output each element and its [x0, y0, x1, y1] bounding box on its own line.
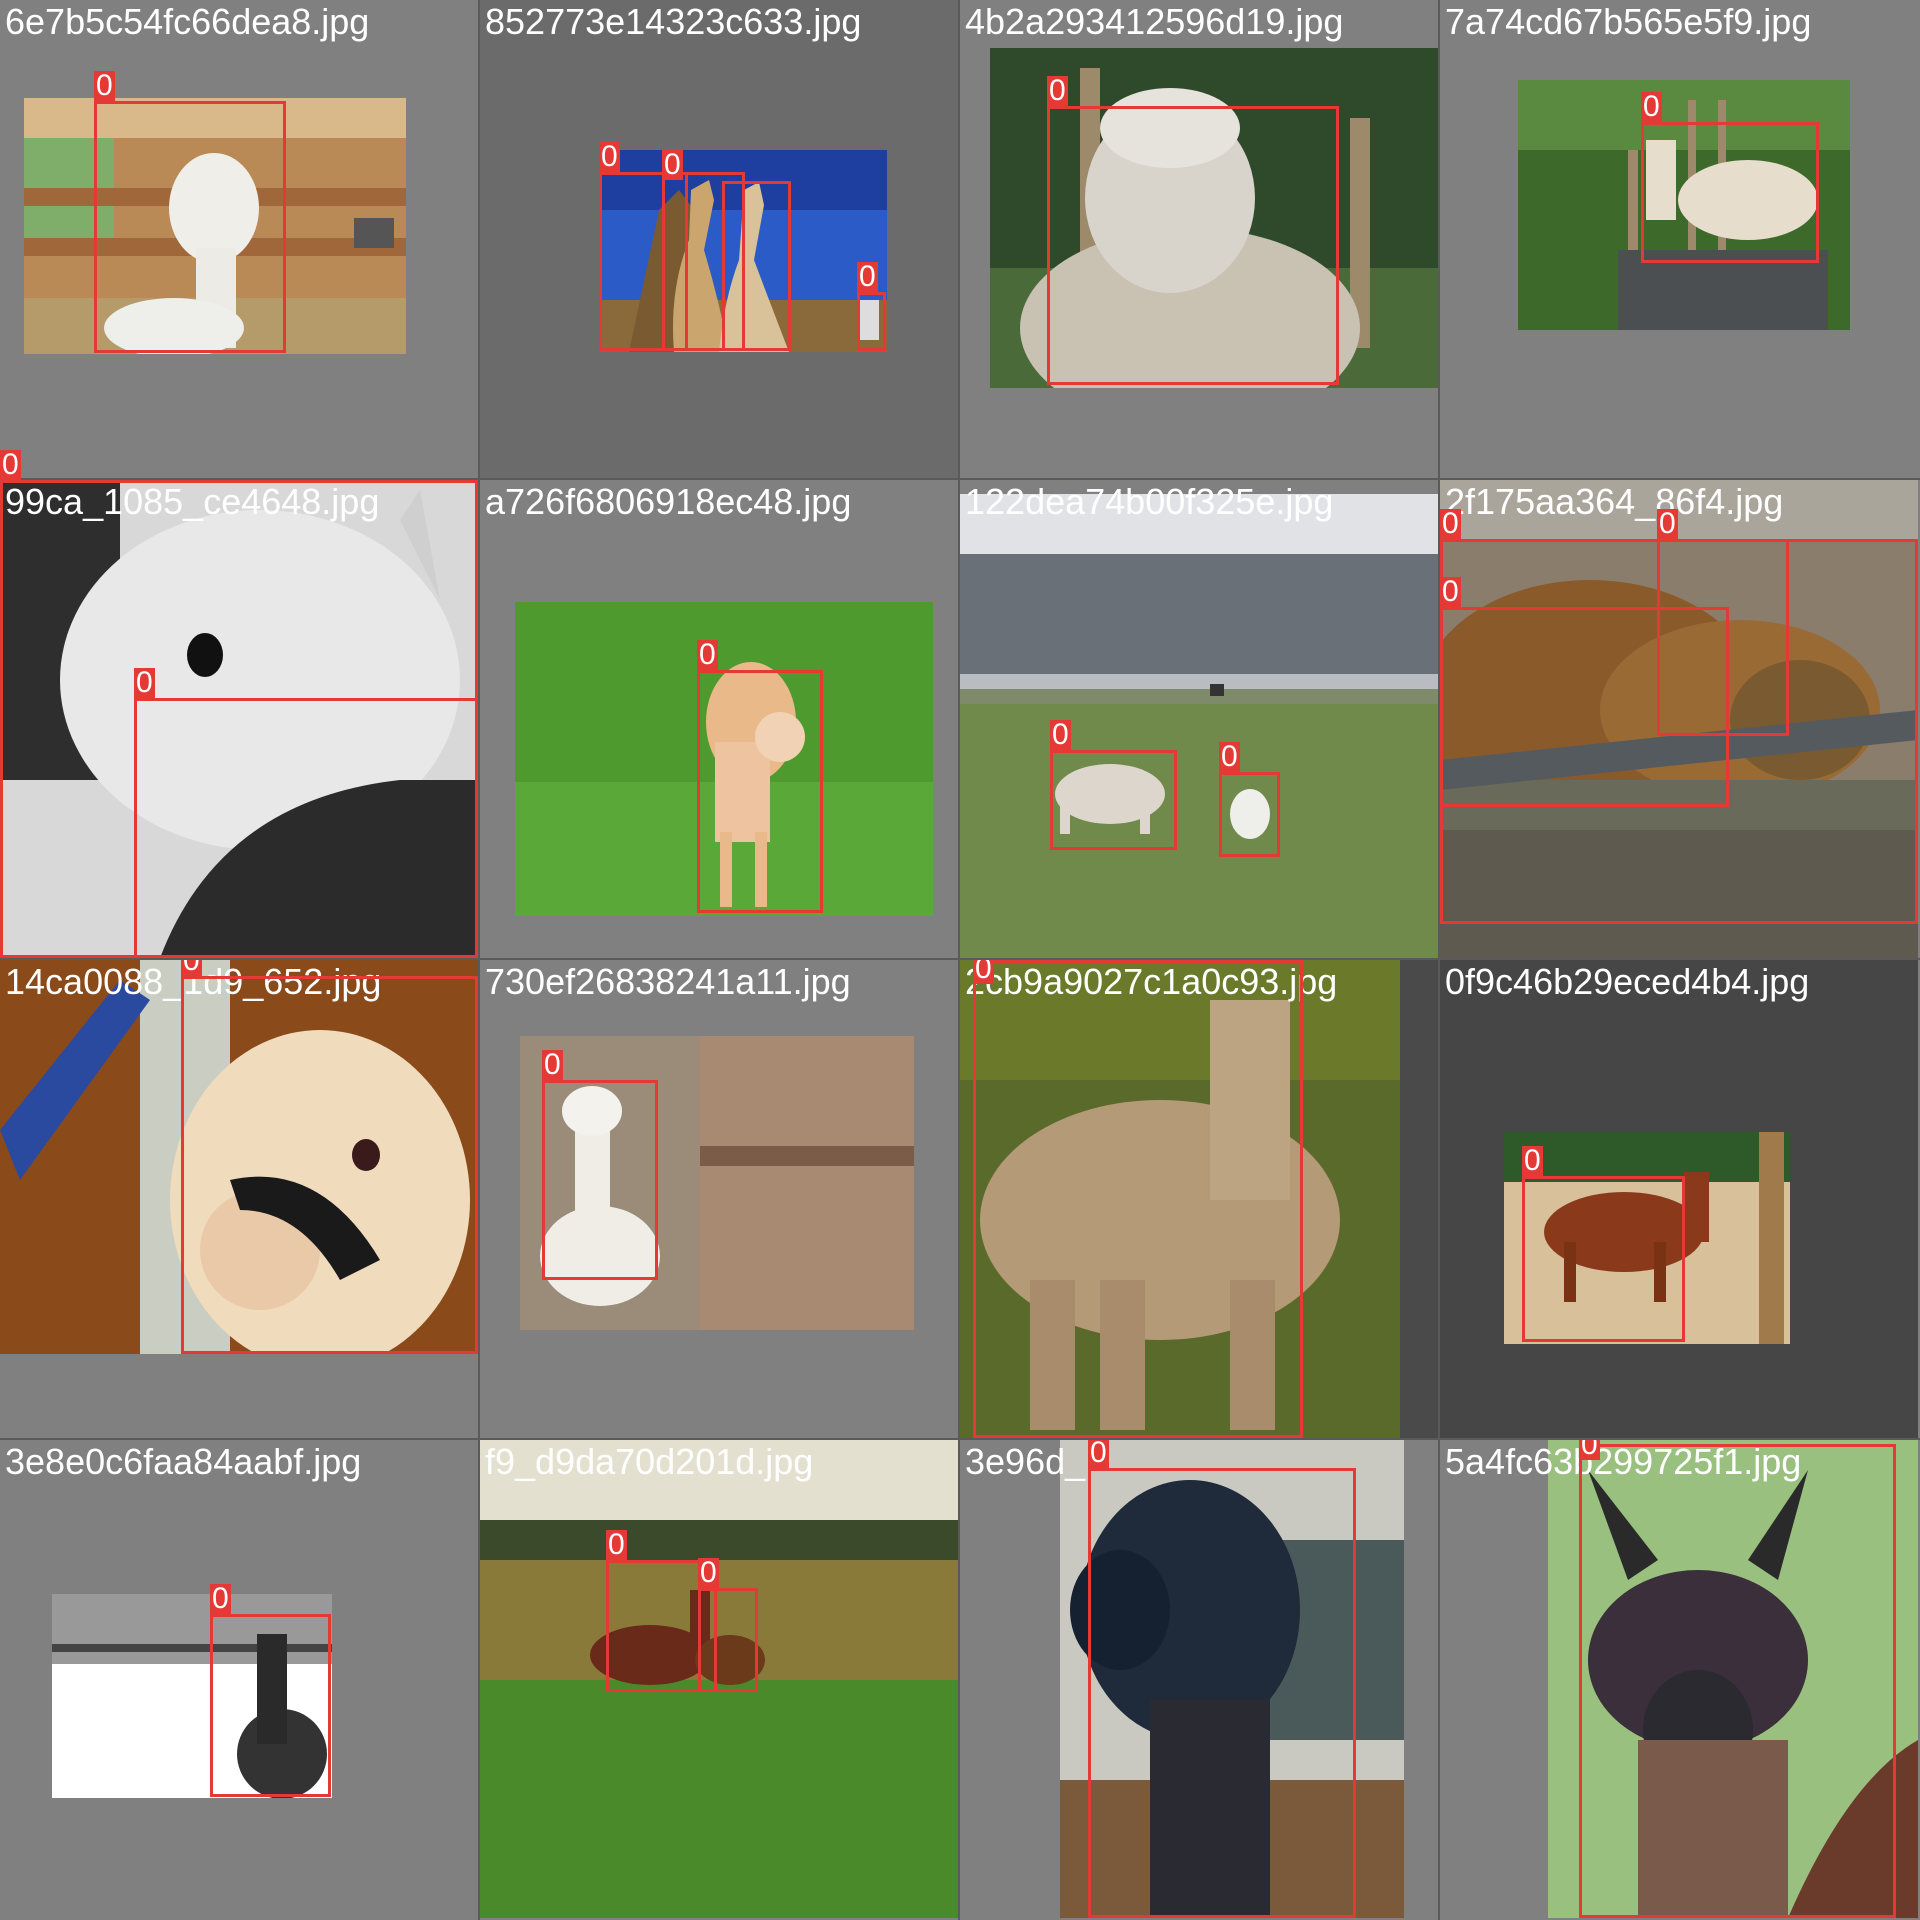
tile-filename: 0f9c46b29eced4b4.jpg	[1445, 961, 1810, 1002]
tile-13: 3e8e0c6faa84aabf.jpg 0	[0, 1440, 478, 1918]
photo-12	[1504, 1132, 1790, 1344]
tile-filename: 2f175aa364_86f4.jpg	[1445, 481, 1784, 522]
bounding-box	[697, 670, 823, 913]
bounding-box	[1522, 1176, 1685, 1342]
bounding-box	[662, 172, 745, 351]
tile-filename: 3e96d_	[965, 1441, 1086, 1482]
tile-filename: a726f6806918ec48.jpg	[485, 481, 852, 522]
tile-5: 99ca_1085_ce4648.jpg 0	[0, 480, 478, 958]
tile-filename: 3e8e0c6faa84aabf.jpg	[5, 1441, 362, 1482]
photo-9	[0, 960, 478, 1354]
class-label: 0	[1050, 718, 1071, 751]
tile-filename: 852773e14323c633.jpg	[485, 1, 862, 42]
bounding-box	[1219, 772, 1280, 857]
grid-divider	[958, 0, 960, 1920]
bounding-box	[1440, 607, 1729, 807]
bounding-box	[542, 1080, 658, 1280]
photo-13	[52, 1594, 332, 1798]
tile-8: 2f175aa364_86f4.jpg 0 0 0	[1440, 480, 1918, 958]
class-label: 0	[973, 960, 994, 984]
tile-filename: 99ca_1085_ce4648.jpg	[5, 481, 380, 522]
grid-divider	[0, 1438, 1920, 1440]
bounding-box	[599, 172, 688, 351]
class-label: 0	[0, 448, 21, 481]
bounding-box	[973, 960, 1303, 1438]
class-label: 0	[181, 960, 202, 976]
photo-16	[1548, 1440, 1918, 1918]
class-label: 0	[662, 148, 683, 181]
bounding-box	[134, 698, 478, 958]
bounding-box	[1657, 539, 1789, 736]
tile-10: 730ef26838241a11.jpg 0	[480, 960, 958, 1438]
class-label: 0	[1219, 740, 1240, 773]
photo-6	[515, 602, 933, 916]
class-label: 0	[697, 638, 718, 671]
bounding-box	[94, 101, 286, 353]
grid-divider	[0, 958, 1920, 960]
class-label: 0	[1440, 507, 1461, 540]
tile-filename: 730ef26838241a11.jpg	[485, 961, 851, 1002]
tile-filename: 4b2a293412596d19.jpg	[965, 1, 1344, 42]
class-label: 0	[698, 1556, 719, 1589]
bounding-box	[1579, 1444, 1896, 1918]
class-label: 0	[1657, 507, 1678, 540]
class-label: 0	[1088, 1440, 1109, 1469]
tile-2: 852773e14323c633.jpg 0 0 0	[480, 0, 958, 478]
bounding-box	[698, 1588, 758, 1692]
bounding-box	[857, 292, 886, 351]
class-label: 0	[857, 260, 878, 293]
bounding-box	[1088, 1468, 1356, 1918]
tile-filename: 5a4fc63b299725f1.jpg	[1445, 1441, 1802, 1482]
bounding-box	[181, 976, 478, 1354]
photo-15	[1060, 1440, 1404, 1918]
bounding-box	[1641, 122, 1819, 263]
bounding-box	[722, 181, 791, 351]
tile-6: a726f6806918ec48.jpg 0	[480, 480, 958, 958]
photo-8	[1440, 480, 1918, 958]
class-label: 0	[1047, 74, 1068, 107]
photo-1	[24, 98, 406, 354]
photo-3	[990, 48, 1438, 388]
tile-filename: 7a74cd67b565e5f9.jpg	[1445, 1, 1812, 42]
class-label: 0	[1440, 575, 1461, 608]
tile-1: 6e7b5c54fc66dea8.jpg 0	[0, 0, 478, 478]
tile-9: 14ca0088_1d9_652.jpg 0	[0, 960, 478, 1438]
bounding-box	[1047, 106, 1339, 385]
tile-15: 3e96d_ 0	[960, 1440, 1438, 1918]
photo-10	[520, 1036, 914, 1330]
class-label: 0	[134, 666, 155, 699]
tile-filename: 2cb9a9027c1a0c93.jpg	[965, 961, 1338, 1002]
photo-4	[1518, 80, 1850, 330]
tile-filename: 122dea74b00f325e.jpg	[965, 481, 1334, 522]
tile-filename: f9_d9da70d201d.jpg	[485, 1441, 814, 1482]
class-label: 0	[1522, 1144, 1543, 1177]
class-label: 0	[1641, 90, 1662, 123]
photo-7	[960, 494, 1438, 958]
photo-11	[960, 960, 1400, 1438]
grid-divider	[478, 0, 480, 1920]
bounding-box	[606, 1560, 717, 1692]
tile-3: 4b2a293412596d19.jpg 0	[960, 0, 1438, 478]
tile-16: 5a4fc63b299725f1.jpg 0	[1440, 1440, 1918, 1918]
bounding-box	[210, 1614, 331, 1797]
class-label: 0	[1579, 1440, 1600, 1460]
tile-4: 7a74cd67b565e5f9.jpg 0	[1440, 0, 1918, 478]
class-label: 0	[599, 140, 620, 173]
bounding-box	[1050, 750, 1177, 850]
class-label: 0	[606, 1528, 627, 1561]
tile-14: f9_d9da70d201d.jpg 0 0	[480, 1440, 958, 1918]
tile-7: 122dea74b00f325e.jpg 0 0	[960, 480, 1438, 958]
class-label: 0	[542, 1048, 563, 1081]
class-label: 0	[94, 69, 115, 102]
grid-divider	[0, 478, 1920, 480]
tile-filename: 6e7b5c54fc66dea8.jpg	[5, 1, 370, 42]
grid-divider	[1438, 0, 1440, 1920]
tile-12: 0f9c46b29eced4b4.jpg 0	[1440, 960, 1918, 1438]
tile-11: 2cb9a9027c1a0c93.jpg 0	[960, 960, 1438, 1438]
class-label: 0	[210, 1582, 231, 1615]
photo-5	[0, 480, 478, 958]
photo-14	[480, 1440, 958, 1918]
